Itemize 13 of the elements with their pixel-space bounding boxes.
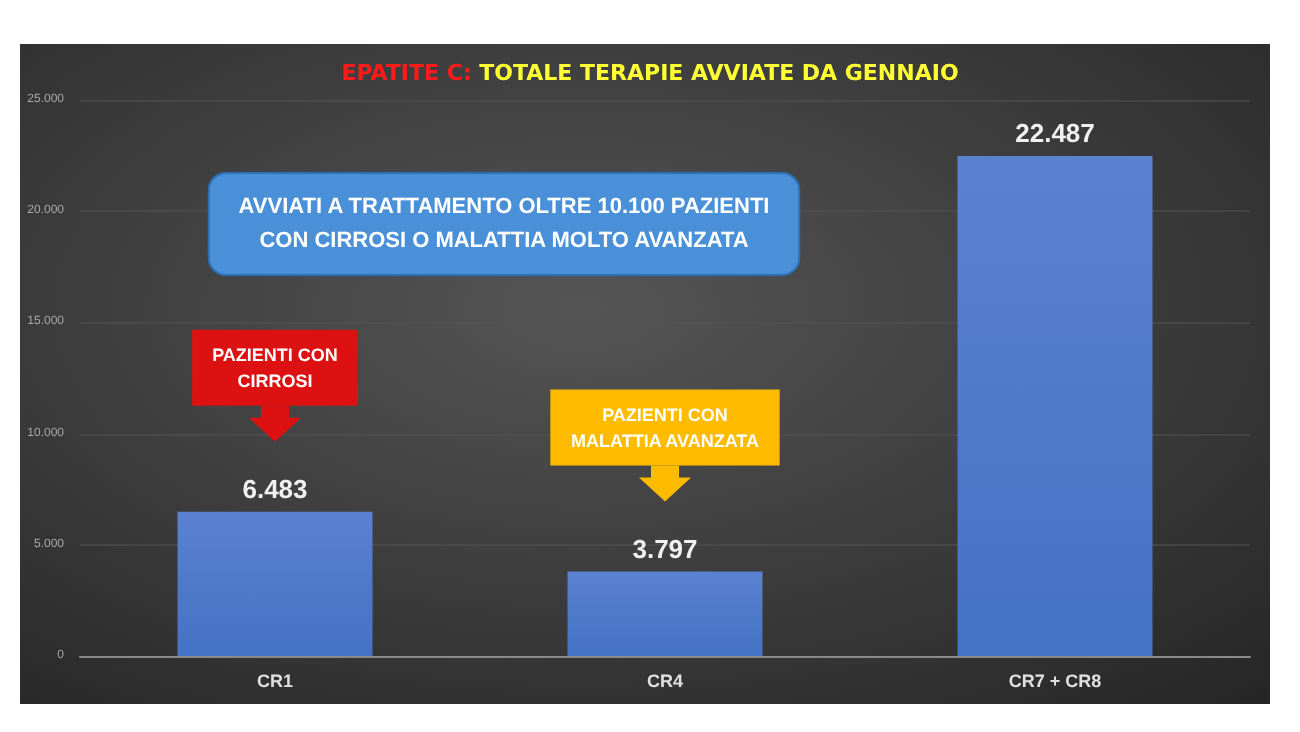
bar <box>567 571 763 656</box>
data-label: 3.797 <box>632 533 698 564</box>
bar <box>177 511 373 656</box>
annotation: PAZIENTI CON MALATTIA AVANZATA <box>571 404 760 451</box>
x-tick-label: CR4 <box>646 671 684 691</box>
annotation: AVVIATI A TRATTAMENTO OLTRE 10.100 PAZIENTI CON CIRROSI O MALATTIA MOLTO AVANZATA <box>238 195 770 253</box>
x-tick-label: CR7 + CR8 <box>1008 671 1102 691</box>
data-label: 6.483 <box>242 473 308 504</box>
annotation: PAZIENTI CON CIRROSI <box>212 344 338 391</box>
x-tick-label: CR1 <box>256 671 294 691</box>
data-label: 22.487 <box>1015 117 1095 148</box>
bar <box>957 155 1153 656</box>
chart-title: EPATITE C: TOTALE TERAPIE AVVIATE DA GENNAIO <box>341 60 959 86</box>
